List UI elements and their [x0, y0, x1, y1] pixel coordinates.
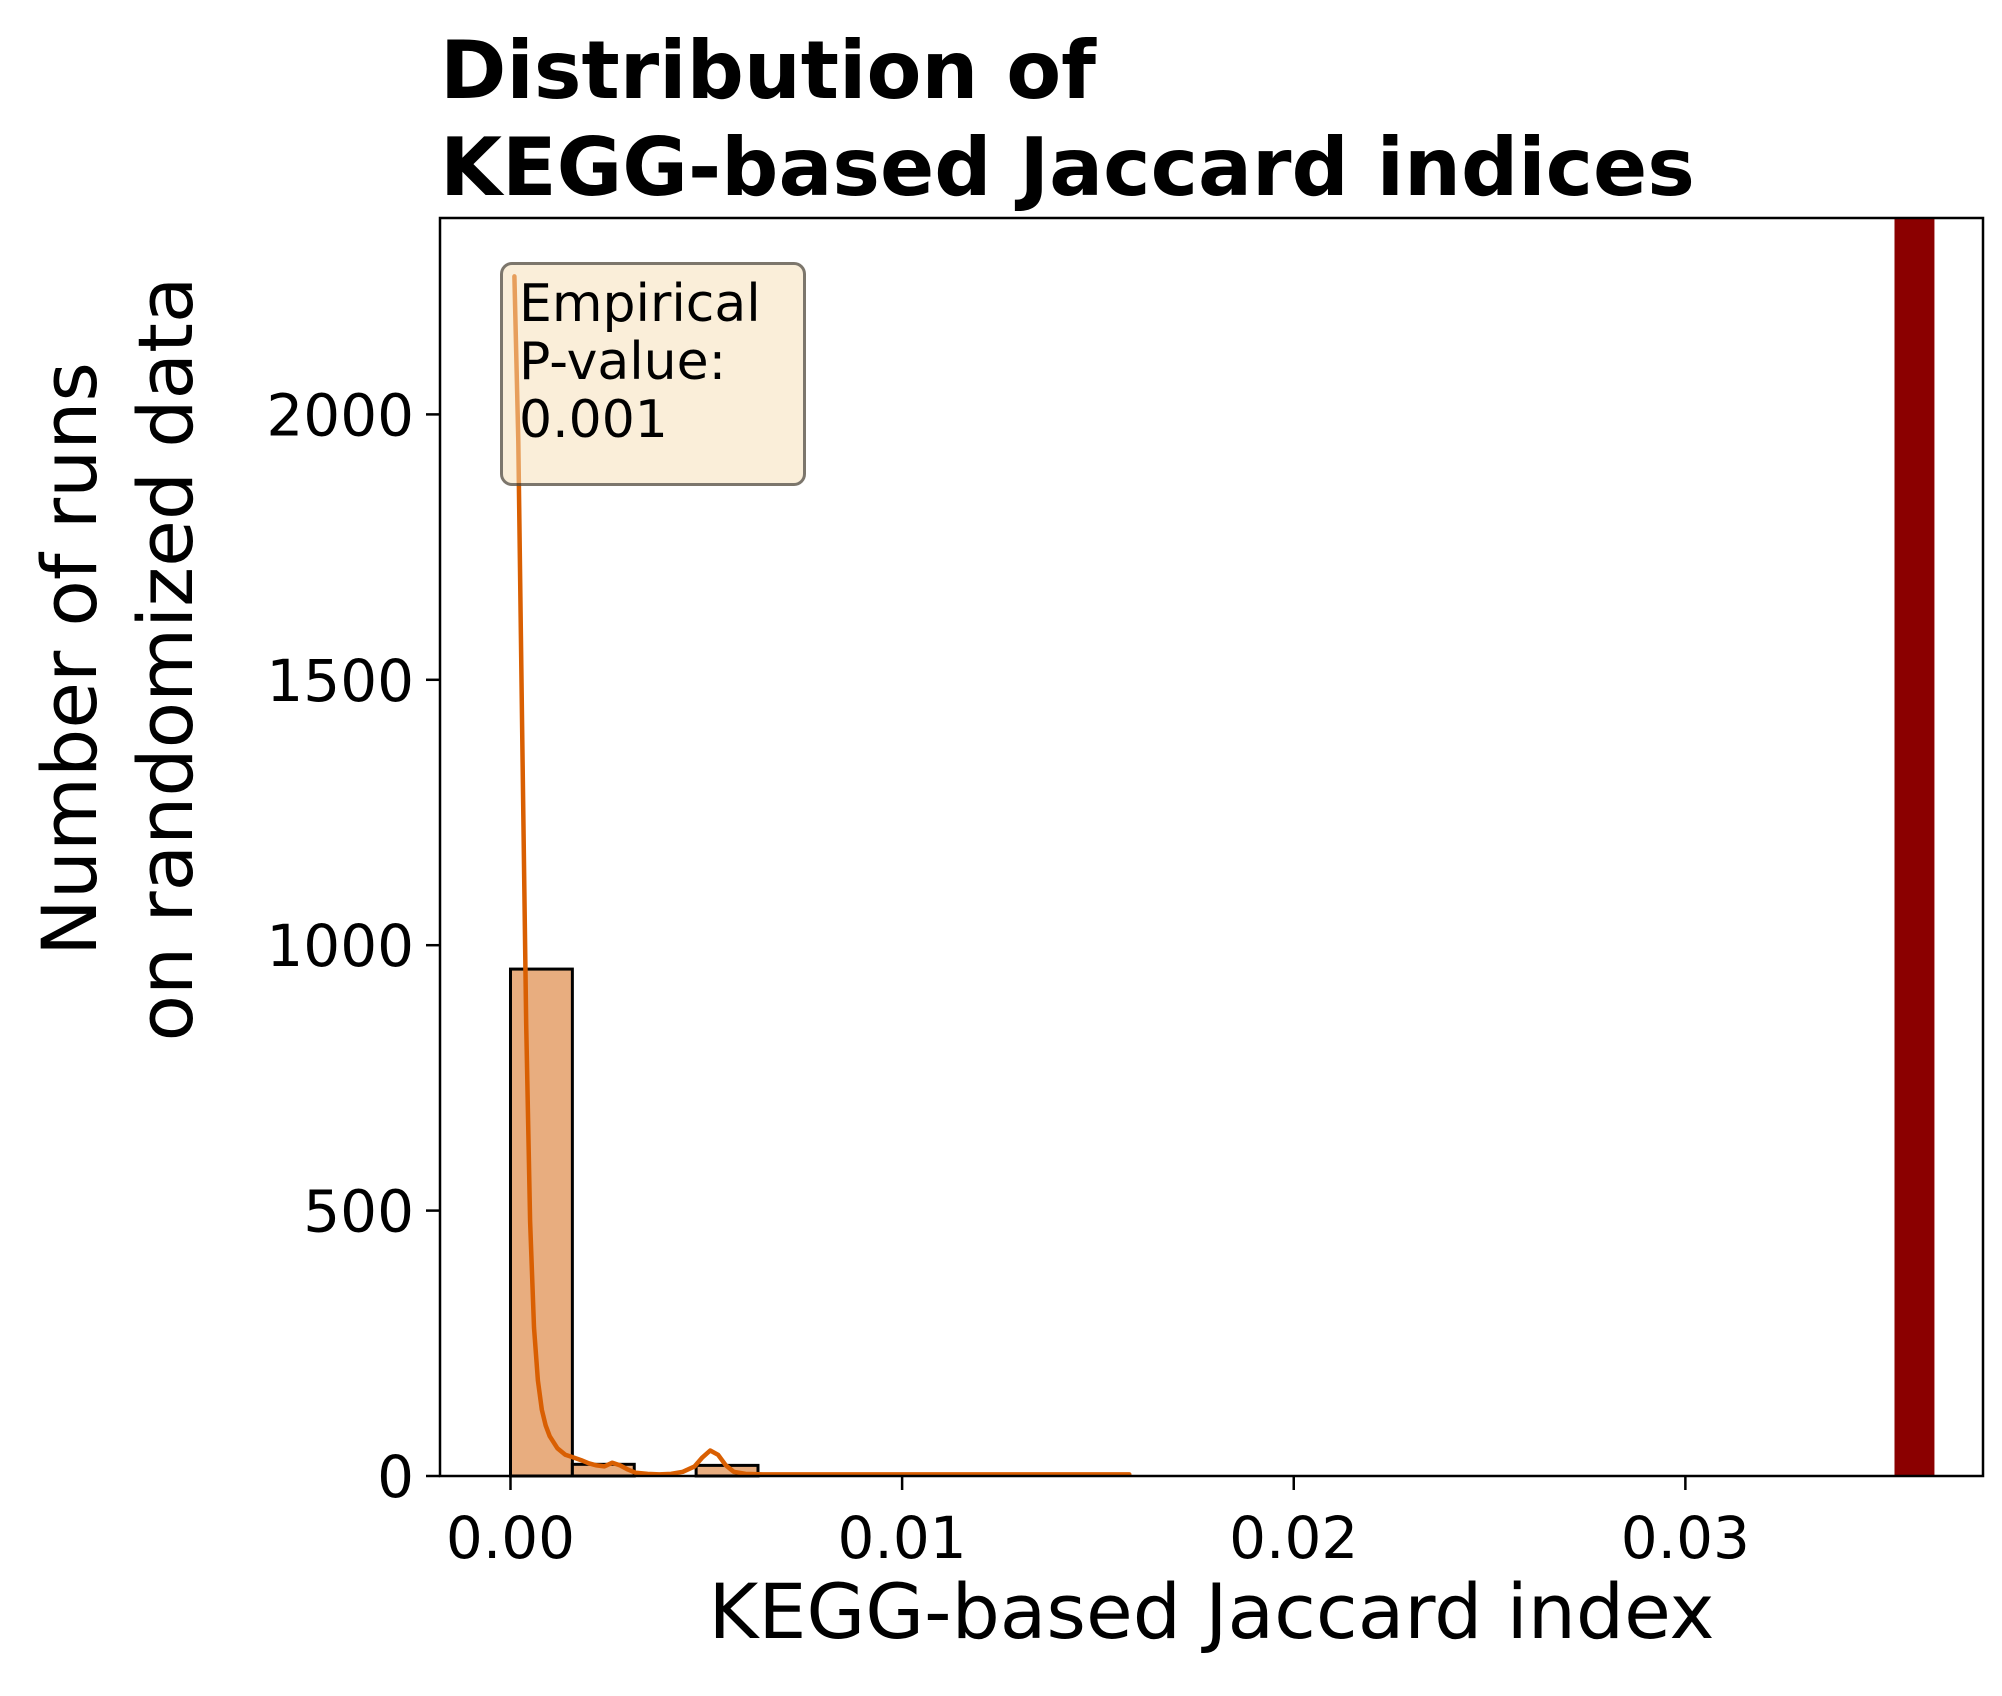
x-axis-label: KEGG-based Jaccard index: [708, 1567, 1715, 1656]
plot-area-frame: [438, 216, 1985, 1478]
y-axis-label-line-2: on randomized data: [121, 276, 210, 1042]
chart-title: Distribution of KEGG-based Jaccard indic…: [440, 22, 1695, 216]
x-tick-label: 0.02: [1229, 1504, 1358, 1572]
chart-title-line-2: KEGG-based Jaccard indices: [440, 121, 1695, 214]
x-tick-label: 0.01: [838, 1504, 967, 1572]
observed-value-line: [1894, 218, 1935, 1476]
y-tick-label: 1500: [266, 647, 414, 715]
kde-layer: [512, 274, 1132, 1477]
y-axis-label-line-1: Number of runs: [25, 361, 114, 957]
kde-curve: [512, 274, 1132, 1477]
x-axis-ticks: 0.00 0.01 0.02 0.03: [446, 1476, 1750, 1572]
y-tick-label: 1000: [266, 912, 414, 980]
annotation-line-3: 0.001: [519, 390, 668, 450]
histogram-bars: [508, 967, 760, 1478]
p-value-annotation: Empirical P-value: 0.001: [500, 262, 806, 486]
y-axis-label: Number of runs on randomized data: [22, 30, 214, 1288]
y-axis-ticks: 0 500 1000 1500 2000: [266, 381, 440, 1511]
annotation-line-1: Empirical: [519, 274, 761, 334]
annotation-line-2: P-value:: [519, 332, 727, 392]
observed-value-layer: [1894, 218, 1935, 1476]
y-tick-label: 2000: [266, 381, 414, 449]
x-tick-label: 0.03: [1621, 1504, 1750, 1572]
y-tick-label: 0: [377, 1443, 414, 1511]
x-tick-label: 0.00: [446, 1504, 575, 1572]
chart-title-line-1: Distribution of: [440, 24, 1096, 117]
y-tick-label: 500: [303, 1178, 414, 1246]
